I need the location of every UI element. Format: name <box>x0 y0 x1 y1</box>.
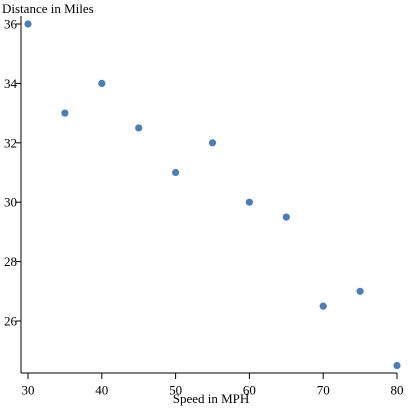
x-tick-label: 40 <box>95 383 108 398</box>
data-point <box>245 198 253 206</box>
y-axis-title: Distance in Miles <box>2 1 94 16</box>
x-axis-title: Speed in MPH <box>173 391 250 406</box>
x-tick-label: 30 <box>22 383 35 398</box>
data-point <box>135 124 143 132</box>
y-tick-label: 36 <box>4 17 18 32</box>
data-point <box>98 79 106 87</box>
data-point <box>24 20 32 28</box>
y-tick-label: 26 <box>4 314 18 329</box>
x-tick-label: 70 <box>317 383 330 398</box>
x-tick-label: 50 <box>169 383 182 398</box>
y-axis-ticks: 26 28 30 32 34 36 <box>4 17 21 329</box>
data-point <box>282 213 290 221</box>
x-tick-label: 80 <box>391 383 404 398</box>
x-tick-label: 60 <box>243 383 256 398</box>
y-tick-label: 32 <box>4 135 17 150</box>
y-tick-label: 34 <box>4 76 18 91</box>
data-point <box>208 139 217 147</box>
data-point <box>172 168 180 177</box>
data-point <box>319 302 327 310</box>
data-point <box>393 361 401 370</box>
data-point <box>356 287 364 295</box>
x-axis-ticks: 30 40 50 60 70 80 <box>22 373 404 398</box>
data-points <box>24 20 401 370</box>
data-point <box>61 109 69 117</box>
y-tick-label: 28 <box>4 254 17 269</box>
y-tick-label: 30 <box>4 195 17 210</box>
